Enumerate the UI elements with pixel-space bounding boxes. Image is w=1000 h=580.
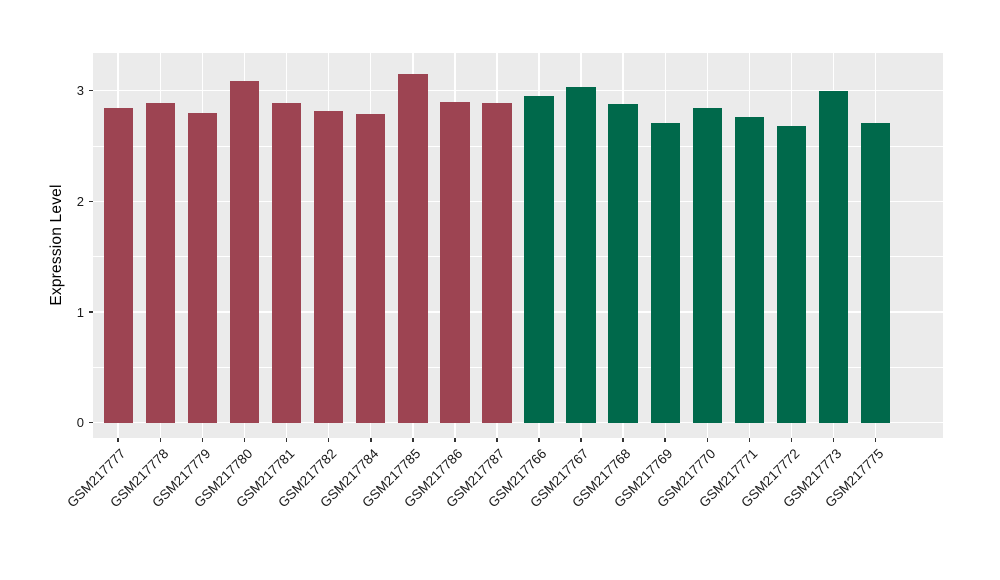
x-tick-mark	[580, 438, 582, 442]
bar	[145, 102, 176, 423]
bar	[229, 80, 260, 423]
bar	[650, 122, 680, 423]
x-tick-mark	[454, 438, 456, 442]
bar	[187, 112, 218, 423]
x-tick-mark	[243, 438, 246, 442]
gridline-minor	[93, 256, 943, 258]
x-tick-label: GSM217775	[656, 445, 886, 510]
x-tick-mark	[538, 438, 540, 442]
gridline-major	[93, 200, 943, 203]
x-tick-mark	[832, 438, 835, 442]
bar	[692, 108, 723, 423]
gridline-minor	[93, 366, 943, 368]
gridline-major	[93, 421, 943, 424]
gridline-minor	[93, 145, 943, 147]
bar	[524, 96, 554, 423]
x-tick-mark	[874, 438, 877, 442]
bar	[734, 117, 765, 423]
bar	[818, 90, 849, 423]
y-tick-mark	[88, 311, 93, 313]
bar	[271, 102, 302, 423]
x-tick-mark	[159, 438, 162, 442]
x-tick-mark	[748, 438, 751, 442]
x-tick-mark	[369, 438, 372, 442]
x-tick-label-text: GSM217775	[822, 446, 887, 511]
gridline-major	[93, 311, 943, 313]
bar	[860, 122, 891, 423]
x-tick-mark	[117, 438, 120, 442]
x-tick-mark	[285, 438, 288, 442]
y-tick-mark	[88, 200, 93, 203]
y-tick-label: 1	[76, 304, 84, 320]
bar	[566, 87, 596, 423]
x-tick-mark	[622, 438, 624, 442]
y-tick-label: 3	[76, 83, 84, 99]
plot-panel	[93, 53, 943, 438]
y-tick-label: 0	[76, 415, 84, 431]
bar	[776, 126, 807, 423]
bar	[103, 108, 133, 423]
bar	[313, 110, 344, 423]
gridline-major	[93, 89, 943, 92]
x-tick-mark	[327, 438, 330, 442]
x-tick-mark	[706, 438, 709, 442]
y-tick-label: 2	[76, 193, 84, 209]
bar	[608, 103, 638, 423]
bar	[398, 73, 428, 423]
x-tick-mark	[201, 438, 204, 442]
y-tick-mark	[88, 421, 93, 424]
x-tick-mark	[412, 438, 414, 442]
bar	[482, 102, 512, 423]
x-tick-mark	[664, 438, 667, 442]
x-tick-mark	[790, 438, 793, 442]
bar	[440, 101, 470, 423]
y-tick-mark	[88, 89, 93, 92]
bar	[355, 113, 386, 423]
x-tick-mark	[496, 438, 498, 442]
